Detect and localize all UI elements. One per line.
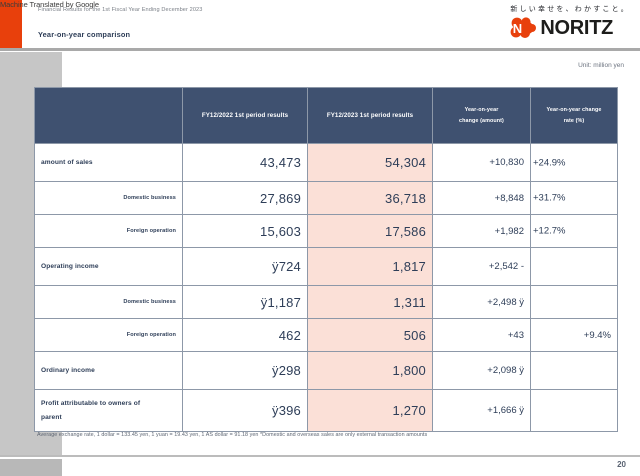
cell-change-rate [530,247,618,286]
table-body: amount of sales 43,473 54,304 +10,830 +24.9%… [34,143,618,432]
col-header-fy2022: FY12/2022 1st period results [182,87,308,144]
financial-results-table: FY12/2022 1st period results FY12/2023 1… [34,87,618,432]
cell-change-rate [530,389,618,432]
cell-fy2022: 15,603 [182,214,308,248]
cell-change-amount: +1,666 ÿ [432,389,531,432]
cell-fy2023: 54,304 [307,143,433,182]
col-header-fy2023: FY12/2023 1st period results [307,87,433,144]
row-label: amount of sales [34,143,183,182]
row-label: Domestic business [34,181,183,215]
row-label: Operating income [34,247,183,286]
cell-fy2022: ÿ298 [182,351,308,390]
table-row: Foreign operation 462 506 +43 +9.4% [34,318,618,352]
table-header-row: FY12/2022 1st period results FY12/2023 1… [34,87,618,144]
orange-accent-bar [0,0,22,48]
table-row: Foreign operation 15,603 17,586 +1,982 +12.7… [34,214,618,248]
header-divider [0,48,640,51]
cell-fy2023: 17,586 [307,214,433,248]
cell-change-rate-overflow: +31.7% [533,192,566,204]
cell-fy2023: 1,817 [307,247,433,286]
table-row: Domestic business 27,869 36,718 +8,848 +31.7… [34,181,618,215]
footer-divider [0,455,640,457]
cell-fy2023: 1,311 [307,285,433,319]
cell-change-amount: +1,982 +12.7% [432,214,566,248]
cell-change-amount: +2,098 ÿ [432,351,531,390]
cell-fy2022: 462 [182,318,308,352]
table-row: amount of sales 43,473 54,304 +10,830 +24.9% [34,143,618,182]
cell-change-rate [530,285,618,319]
unit-label: Unit: million yen [578,62,624,69]
cell-fy2022: 27,869 [182,181,308,215]
col-header-rate-line1: Year-on-year change [546,107,602,114]
logo-wordmark: NORITZ [540,17,614,39]
cell-change-rate [530,351,618,390]
cell-fy2023: 36,718 [307,181,433,215]
cell-change-amount: +8,848 +31.7% [432,181,566,215]
table-row: Domestic business ÿ1,187 1,311 +2,498 ÿ [34,285,618,319]
col-header-rate-line2: rate (%) [563,117,585,124]
col-header-change-line1: Year-on-year [464,107,499,114]
noritz-logo: 新しい幸せを、わかすこと。 N NORITZ [510,4,630,39]
row-label: Foreign operation [34,318,183,352]
footnote: Average exchange rate, 1 dollar = 133.45… [37,432,428,438]
table-row: Ordinary income ÿ298 1,800 +2,098 ÿ [34,351,618,390]
cell-change-rate-overflow: +24.9% [533,157,566,168]
cell-change-amount: +43 [432,318,531,352]
cell-fy2022: ÿ1,187 [182,285,308,319]
cell-fy2022: ÿ724 [182,247,308,286]
cell-change-rate: +9.4% [530,318,618,352]
logo-row: N NORITZ [510,17,630,39]
cell-fy2023: 1,270 [307,389,433,432]
page-title: Year-on-year comparison [38,30,131,39]
machine-translation-banner: Machine Translated by Google [0,0,99,9]
svg-text:N: N [513,21,522,36]
page-number: 20 [617,460,626,469]
cell-fy2022: 43,473 [182,143,308,182]
cell-fy2022: ÿ396 [182,389,308,432]
logo-tagline: 新しい幸せを、わかすこと。 [510,5,630,13]
cell-fy2023: 1,800 [307,351,433,390]
cell-change-rate [530,181,618,215]
slide-footer-surface [62,457,640,476]
col-header-item [34,87,183,144]
cell-change-amount: +10,830 +24.9% [432,143,566,182]
table-row: Profit attributable to owners of parent ÿ3… [34,389,618,432]
row-label: Domestic business [34,285,183,319]
row-label: Foreign operation [34,214,183,248]
cell-change-rate [530,214,618,248]
col-header-rate: Year-on-year change rate (%) [530,87,618,144]
row-label: Ordinary income [34,351,183,390]
cell-fy2023: 506 [307,318,433,352]
table-row: Operating income ÿ724 1,817 +2,542 - [34,247,618,286]
cell-change-rate-overflow: +12.7% [533,225,566,237]
noritz-flower-mark-icon: N [510,17,537,39]
cell-change-amount: +2,498 ÿ [432,285,531,319]
cell-change-amount: +2,542 - [432,247,531,286]
document-subtitle: Financial Results for the 1st Fiscal Yea… [38,7,203,13]
left-gray-rail-footer [0,459,62,476]
col-header-change: Year-on-year change (amount) [432,87,531,144]
col-header-change-line2: change (amount) [459,117,504,124]
row-label: Profit attributable to owners of parent [34,389,183,432]
